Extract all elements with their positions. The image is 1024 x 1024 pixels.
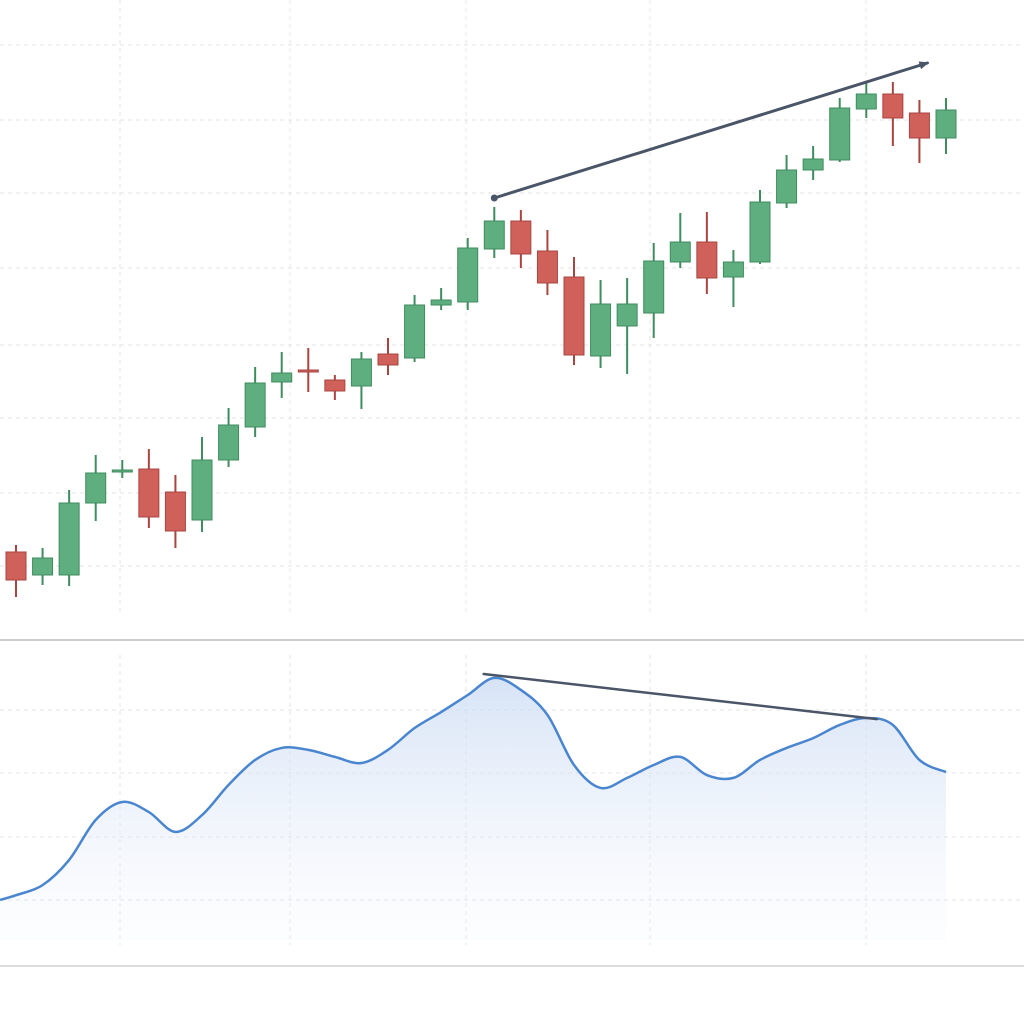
candle xyxy=(510,210,532,268)
oscillator-line xyxy=(0,676,947,902)
oscillator-pane xyxy=(0,672,947,940)
candle-body xyxy=(855,93,877,110)
candle xyxy=(722,250,744,307)
candle xyxy=(643,243,665,338)
candle xyxy=(776,155,798,208)
candle-body xyxy=(908,112,930,139)
candle xyxy=(882,82,904,146)
price-trendline-arrow xyxy=(492,61,930,200)
candle xyxy=(536,230,558,295)
candle xyxy=(164,475,186,548)
candle xyxy=(430,288,452,310)
candle xyxy=(457,238,479,310)
candle-body xyxy=(218,424,240,461)
candle-body xyxy=(377,353,399,366)
candle-body xyxy=(590,303,612,357)
candle-body xyxy=(5,551,27,581)
price-pane xyxy=(5,61,957,597)
candle-body xyxy=(643,260,665,314)
candle-body xyxy=(244,382,266,428)
candle xyxy=(802,146,824,180)
candle-body xyxy=(722,261,744,278)
candle-body xyxy=(191,459,213,521)
candle-body xyxy=(164,491,186,532)
candle-body xyxy=(32,557,54,576)
candle xyxy=(244,367,266,437)
candle xyxy=(749,190,771,264)
candle-body xyxy=(271,372,293,383)
candle xyxy=(271,352,293,398)
candle xyxy=(5,545,27,597)
candle-body xyxy=(829,107,851,161)
candle-body xyxy=(350,358,372,387)
candle-body xyxy=(324,379,346,392)
candle-body xyxy=(536,250,558,284)
candle xyxy=(935,98,957,154)
candle-body xyxy=(776,169,798,204)
candle xyxy=(111,460,133,478)
candle xyxy=(377,338,399,375)
candle-body xyxy=(297,369,319,373)
candle xyxy=(85,455,107,521)
candle-body xyxy=(457,247,479,303)
candle-body xyxy=(802,158,824,171)
candle-body xyxy=(111,469,133,473)
candle xyxy=(32,548,54,585)
candle xyxy=(590,280,612,368)
candle-body xyxy=(563,276,585,356)
trendline-start-point xyxy=(490,194,498,202)
candle xyxy=(908,100,930,163)
candle-body xyxy=(85,472,107,504)
candle-body xyxy=(935,109,957,139)
candle-body xyxy=(430,299,452,306)
candle xyxy=(58,490,80,586)
candle xyxy=(191,437,213,532)
candle xyxy=(324,375,346,400)
oscillator-divergence-line xyxy=(482,672,879,721)
candle xyxy=(404,295,426,362)
candle xyxy=(350,352,372,409)
candle xyxy=(138,449,160,528)
candle xyxy=(483,207,505,258)
candle-body xyxy=(696,241,718,279)
candle xyxy=(669,213,691,268)
candle xyxy=(218,408,240,467)
candle-body xyxy=(882,93,904,119)
candle-body xyxy=(483,220,505,250)
candle xyxy=(297,348,319,392)
candle-body xyxy=(58,502,80,576)
candle xyxy=(855,82,877,118)
candle-body xyxy=(669,241,691,263)
candle xyxy=(563,257,585,365)
candle-body xyxy=(510,220,532,255)
candle-body xyxy=(138,468,160,518)
candle-body xyxy=(404,304,426,359)
candle-body xyxy=(616,303,638,327)
candle xyxy=(616,278,638,374)
candle xyxy=(696,212,718,294)
oscillator-area-fill xyxy=(0,677,947,940)
candle xyxy=(829,98,851,162)
candle-body xyxy=(749,201,771,263)
